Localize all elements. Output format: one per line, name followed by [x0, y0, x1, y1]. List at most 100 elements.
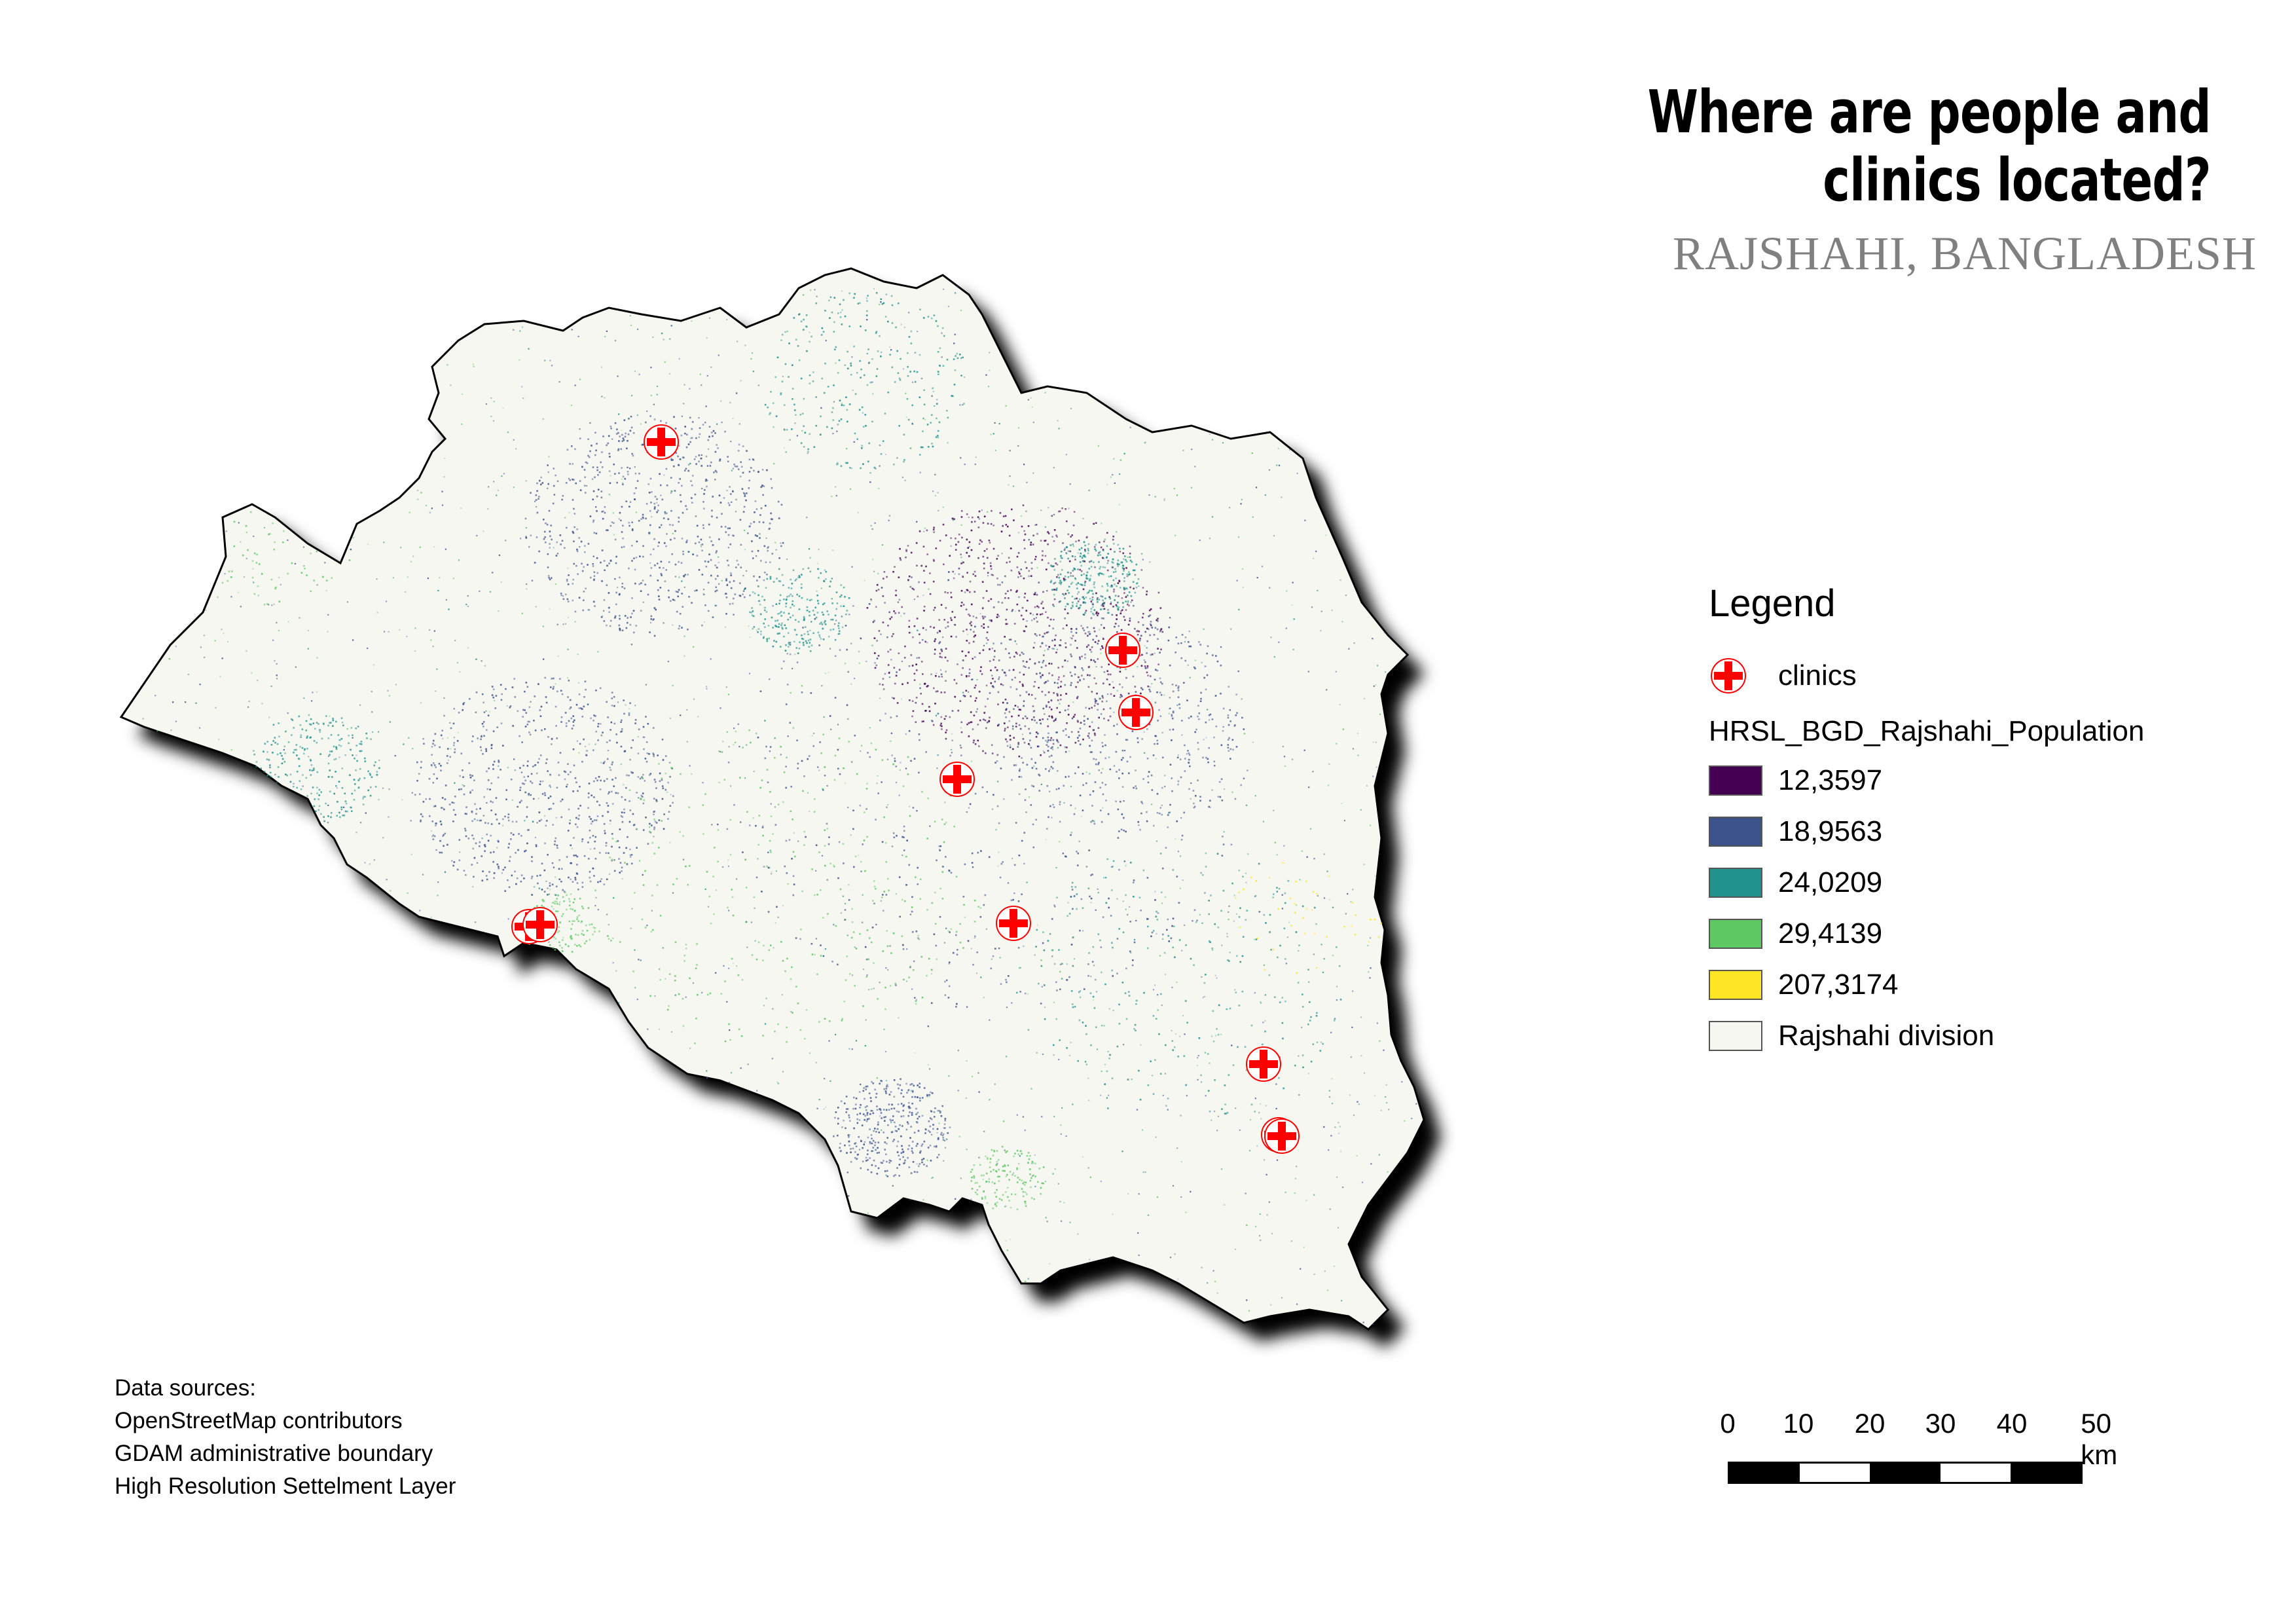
population-point: [1125, 600, 1127, 602]
population-point: [1168, 811, 1170, 814]
population-point: [932, 580, 935, 583]
population-point: [616, 428, 618, 430]
population-point: [769, 412, 771, 415]
population-point: [1063, 549, 1066, 551]
population-point: [1269, 931, 1271, 933]
population-point: [420, 819, 422, 821]
population-point: [903, 657, 906, 659]
population-point: [341, 767, 344, 769]
population-point: [1279, 1001, 1281, 1003]
population-point: [1114, 599, 1116, 601]
population-point: [978, 745, 980, 747]
population-point: [653, 826, 655, 828]
population-point: [527, 720, 529, 723]
population-point: [515, 883, 517, 885]
population-point: [364, 760, 367, 762]
population-point: [870, 1100, 872, 1102]
population-point: [938, 421, 941, 424]
population-point: [875, 1149, 877, 1151]
population-point: [877, 1147, 879, 1149]
population-point: [1081, 655, 1083, 657]
population-point: [1102, 557, 1104, 559]
population-point: [781, 622, 783, 625]
population-point: [941, 1105, 943, 1107]
population-point: [453, 861, 456, 863]
population-point: [551, 743, 553, 745]
population-point: [585, 924, 587, 927]
population-point: [278, 735, 280, 737]
population-point: [942, 1137, 944, 1139]
population-point: [1040, 965, 1043, 967]
population-point: [835, 463, 838, 466]
population-point: [555, 885, 558, 887]
population-point: [642, 555, 644, 558]
population-point: [824, 392, 826, 394]
rajshahi-division[interactable]: [119, 267, 1425, 1331]
population-point: [1071, 886, 1073, 888]
population-point: [760, 507, 763, 509]
population-point: [464, 828, 466, 830]
population-point: [889, 354, 891, 356]
population-point: [564, 771, 567, 773]
population-point: [481, 735, 483, 738]
population-point: [777, 500, 780, 503]
population-point: [749, 611, 751, 614]
population-point: [1090, 560, 1093, 563]
population-point: [594, 889, 596, 892]
population-point: [560, 716, 563, 718]
population-point: [1135, 999, 1138, 1002]
population-point: [987, 523, 989, 525]
population-point: [777, 613, 779, 615]
population-point: [443, 808, 445, 811]
population-point: [940, 1134, 942, 1135]
population-point: [943, 841, 945, 843]
population-point: [795, 339, 797, 341]
population-point: [1147, 925, 1149, 928]
population-point: [884, 1170, 886, 1172]
population-point: [827, 386, 829, 388]
population-point: [548, 577, 550, 579]
population-point: [1194, 666, 1195, 669]
population-point: [1205, 866, 1207, 868]
population-point: [579, 480, 581, 482]
population-point: [883, 302, 885, 304]
population-point: [1089, 992, 1092, 995]
population-point: [660, 524, 663, 526]
population-point: [710, 922, 712, 925]
population-point: [1019, 671, 1021, 674]
population-point: [268, 533, 270, 536]
population-point: [545, 762, 547, 764]
population-point: [1014, 1153, 1016, 1154]
population-point: [979, 1164, 981, 1166]
population-point: [338, 744, 340, 747]
population-point: [538, 498, 539, 500]
population-point: [744, 858, 746, 861]
population-point: [1072, 555, 1074, 557]
population-point: [541, 889, 543, 891]
population-point: [1123, 580, 1125, 582]
population-point: [423, 743, 425, 745]
population-point: [1087, 635, 1089, 637]
population-point: [1209, 941, 1211, 944]
population-point: [954, 623, 957, 626]
population-point: [959, 354, 961, 356]
population-point: [299, 780, 301, 783]
population-point: [1036, 532, 1038, 535]
population-point: [926, 1095, 928, 1098]
population-point: [517, 710, 519, 712]
population-point: [1085, 576, 1087, 579]
population-point: [637, 752, 640, 754]
population-point: [682, 1025, 685, 1027]
population-point: [352, 734, 354, 736]
population-point: [1258, 862, 1260, 865]
population-point: [770, 391, 772, 393]
population-point: [960, 604, 962, 607]
population-point: [491, 686, 494, 688]
population-point: [790, 606, 792, 609]
population-point: [1092, 603, 1094, 606]
population-point: [1076, 893, 1078, 895]
population-point: [872, 1147, 875, 1149]
population-point: [727, 502, 730, 504]
population-point: [1040, 754, 1042, 756]
